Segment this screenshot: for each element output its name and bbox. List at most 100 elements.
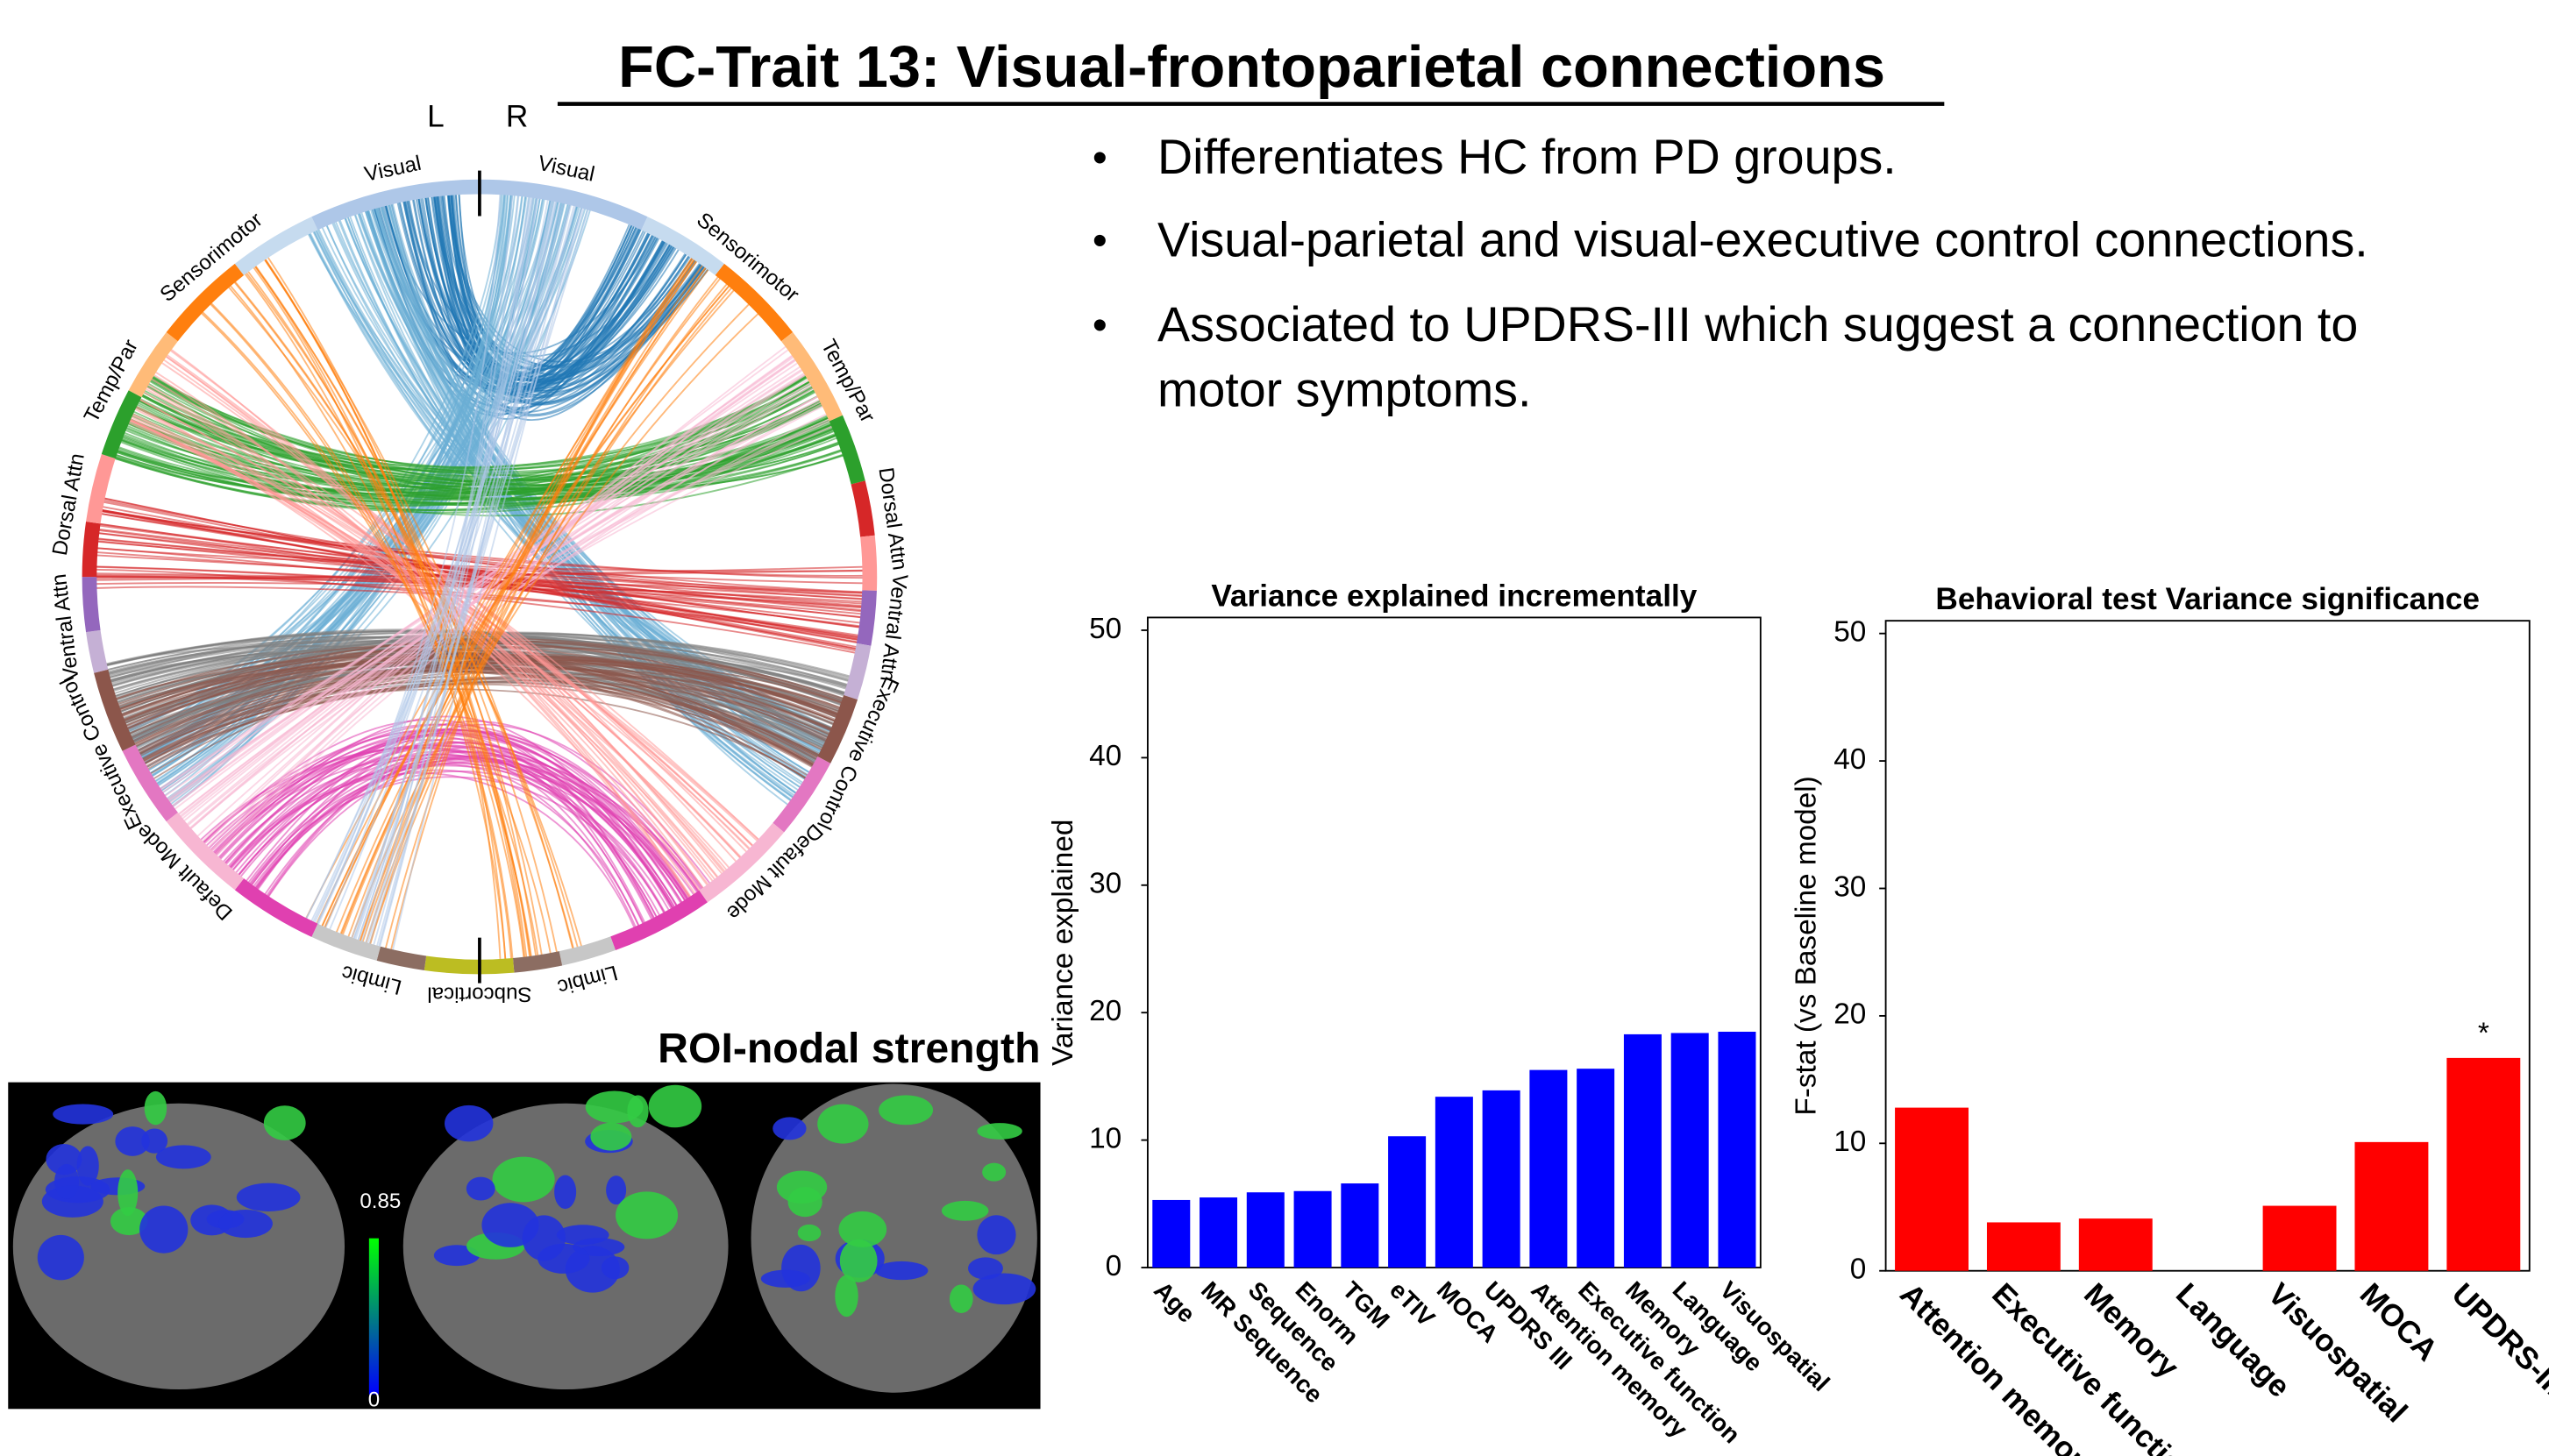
colorbar-label: 0.85 — [360, 1190, 401, 1213]
chord-segment — [101, 390, 142, 459]
chord-label: Subcortical — [427, 982, 531, 1005]
activation — [879, 1095, 934, 1126]
bar — [1986, 1222, 2061, 1271]
chord-link — [341, 289, 735, 936]
chord-segment — [715, 263, 794, 342]
chord-link — [305, 200, 552, 920]
chord-segment — [82, 576, 101, 633]
y-tick-label: 40 — [1089, 740, 1121, 772]
chord-segment — [94, 669, 136, 751]
activation — [977, 1215, 1016, 1255]
chord-segment — [166, 812, 245, 891]
activation — [263, 1105, 306, 1140]
chord-link — [222, 756, 666, 914]
chord-segment — [311, 923, 381, 961]
chord-link — [244, 273, 525, 958]
chord-link — [346, 216, 794, 799]
bar — [2354, 1141, 2429, 1271]
bar — [1529, 1069, 1568, 1268]
activation — [874, 1261, 929, 1281]
chord-link — [310, 194, 502, 922]
activation — [817, 1104, 869, 1144]
chord-link — [447, 194, 641, 375]
activation — [54, 1163, 80, 1199]
bar — [1670, 1033, 1709, 1268]
chord-segment — [122, 744, 178, 822]
activation — [648, 1084, 702, 1128]
bullet-marker: • — [1093, 302, 1107, 349]
brain — [751, 1083, 1037, 1393]
activation — [797, 1224, 822, 1242]
annotation: * — [2478, 1018, 2489, 1050]
chord-link — [352, 195, 514, 940]
chord-link — [153, 373, 708, 886]
chord-link — [351, 312, 759, 939]
activation — [53, 1104, 114, 1125]
bar — [2078, 1218, 2153, 1271]
colorbar-label: 0 — [368, 1388, 380, 1411]
chord-link — [316, 203, 571, 925]
chord-segment — [780, 332, 844, 422]
y-tick-label: 40 — [1833, 743, 1866, 776]
bar — [2446, 1057, 2521, 1271]
activation — [492, 1156, 555, 1203]
bar — [1577, 1069, 1615, 1268]
chord-link — [101, 509, 864, 593]
chord-segment — [234, 217, 318, 276]
chord-link — [139, 666, 832, 755]
bar — [1895, 1107, 1969, 1271]
activation — [117, 1169, 139, 1217]
activation — [236, 1183, 301, 1212]
activation — [941, 1200, 989, 1221]
activation — [601, 1256, 630, 1280]
chord-link — [391, 207, 585, 951]
chord-link — [210, 345, 787, 852]
chord-link — [365, 196, 533, 944]
chord-link — [369, 283, 728, 945]
slide-title: FC-Trait 13: Visual-frontoparietal conne… — [618, 35, 1885, 100]
bar — [1246, 1192, 1285, 1268]
chord-link — [253, 742, 678, 906]
chord-segment — [86, 629, 109, 673]
bar — [1718, 1032, 1756, 1268]
chord-link — [324, 259, 696, 928]
activation — [139, 1205, 189, 1254]
bar — [1293, 1190, 1332, 1268]
chord-segment — [311, 179, 480, 231]
activation — [155, 1145, 211, 1169]
chord-link — [121, 402, 822, 487]
chart-title: Variance explained incrementally — [1211, 579, 1697, 613]
chord-link — [267, 256, 558, 953]
chord-link — [263, 259, 507, 960]
chord-segment — [610, 890, 708, 951]
activation — [760, 1269, 810, 1288]
chord-link — [238, 729, 700, 892]
colorbar — [368, 1238, 379, 1395]
chord-segment — [128, 332, 178, 398]
chord-link — [375, 202, 561, 947]
chord-link — [248, 769, 640, 927]
chord-link — [230, 764, 687, 901]
chord-link — [227, 286, 579, 948]
activation — [445, 1104, 494, 1142]
activation — [977, 1123, 1022, 1140]
activation — [838, 1211, 887, 1247]
chord-segment — [851, 480, 875, 537]
activation — [554, 1175, 577, 1210]
activation — [627, 1095, 649, 1128]
chord-link — [253, 265, 531, 957]
chord-segment — [856, 590, 877, 646]
chord-link — [200, 312, 552, 955]
hemisphere-label: R — [506, 100, 528, 134]
bar — [1388, 1136, 1427, 1268]
activation — [606, 1175, 627, 1205]
activation — [967, 1257, 1003, 1280]
chord-segment — [844, 643, 872, 700]
activation — [949, 1284, 973, 1313]
chord-link — [97, 540, 861, 624]
chord-link — [368, 257, 694, 945]
y-tick-label: 30 — [1833, 870, 1866, 903]
